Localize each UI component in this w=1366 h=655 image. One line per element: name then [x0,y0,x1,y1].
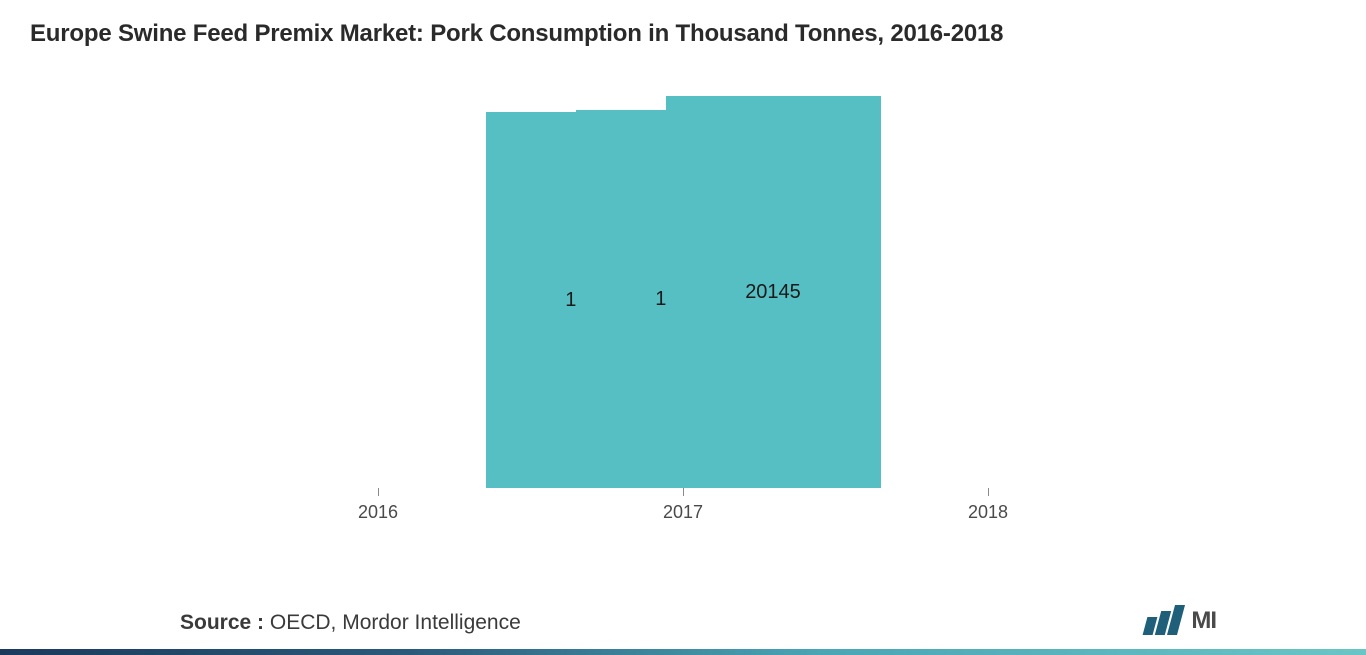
logo-bars-icon [1145,605,1181,635]
source-attribution: Source : OECD, Mordor Intelligence [180,611,521,635]
x-tick-label-0: 2016 [358,502,398,523]
x-tick-label-2: 2018 [968,502,1008,523]
logo-text: MI [1191,607,1216,635]
x-tick-mark-2 [988,488,989,496]
mordor-logo: MI [1145,605,1216,635]
x-tick-1: 2017 [576,488,791,528]
x-tick-label-1: 2017 [663,502,703,523]
logo-bar-2 [1167,605,1185,635]
bar-value-2: 20145 [745,281,801,304]
chart-title: Europe Swine Feed Premix Market: Pork Co… [30,20,1336,48]
source-text: OECD, Mordor Intelligence [270,611,521,634]
x-tick-mark-1 [683,488,684,496]
chart-container: Europe Swine Feed Premix Market: Pork Co… [0,0,1366,655]
footer: Source : OECD, Mordor Intelligence MI [180,605,1336,635]
gradient-accent-bar [0,649,1366,655]
x-tick-0: 2016 [271,488,486,528]
plot-area: 19652 19729 20145 [30,88,1336,488]
bar-2: 20145 [666,96,881,488]
x-tick-mark-0 [378,488,379,496]
x-axis: 2016 2017 2018 [30,488,1336,528]
x-tick-2: 2018 [881,488,1096,528]
source-prefix: Source : [180,611,270,634]
